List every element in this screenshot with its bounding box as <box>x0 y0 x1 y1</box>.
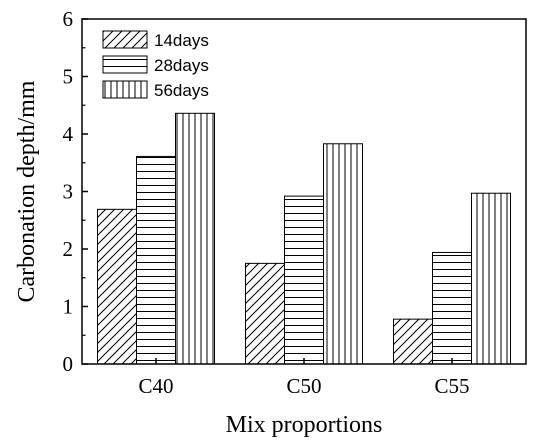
bar-28days-C40 <box>136 155 176 365</box>
x-tick-label: C55 <box>434 374 469 398</box>
x-axis: C40 C50 C55 <box>138 358 470 398</box>
bar-28days-C50 <box>284 195 324 365</box>
y-tick-label: 4 <box>63 122 74 146</box>
legend-label: 28days <box>154 56 209 75</box>
x-tick-label: C50 <box>286 374 321 398</box>
legend-swatch-28days <box>102 55 148 74</box>
bar-28days-C55 <box>432 251 472 365</box>
y-tick-label: 6 <box>63 7 74 31</box>
bars-group <box>97 112 511 365</box>
bar-14days-C40 <box>97 208 137 365</box>
y-axis-title: Carbonation depth/mm <box>14 80 40 302</box>
legend: 14days 28days 56days <box>102 30 209 100</box>
y-tick-label: 0 <box>63 352 74 376</box>
legend-swatch-14days <box>102 30 148 49</box>
bar-56days-C50 <box>323 143 363 365</box>
y-tick-label: 3 <box>63 180 74 204</box>
legend-label: 14days <box>154 31 209 50</box>
y-tick-label: 1 <box>63 295 74 319</box>
bar-14days-C55 <box>393 318 433 365</box>
x-axis-title: Mix proportions <box>226 412 383 438</box>
bar-56days-C55 <box>471 192 511 365</box>
legend-swatch-56days <box>102 80 148 99</box>
legend-label: 56days <box>154 81 209 100</box>
y-tick-label: 5 <box>63 65 74 89</box>
y-tick-label: 2 <box>63 237 74 261</box>
bar-14days-C50 <box>245 262 285 365</box>
bar-56days-C40 <box>175 112 215 365</box>
y-axis: 0 1 2 3 4 5 6 <box>63 7 88 376</box>
x-tick-label: C40 <box>138 374 173 398</box>
